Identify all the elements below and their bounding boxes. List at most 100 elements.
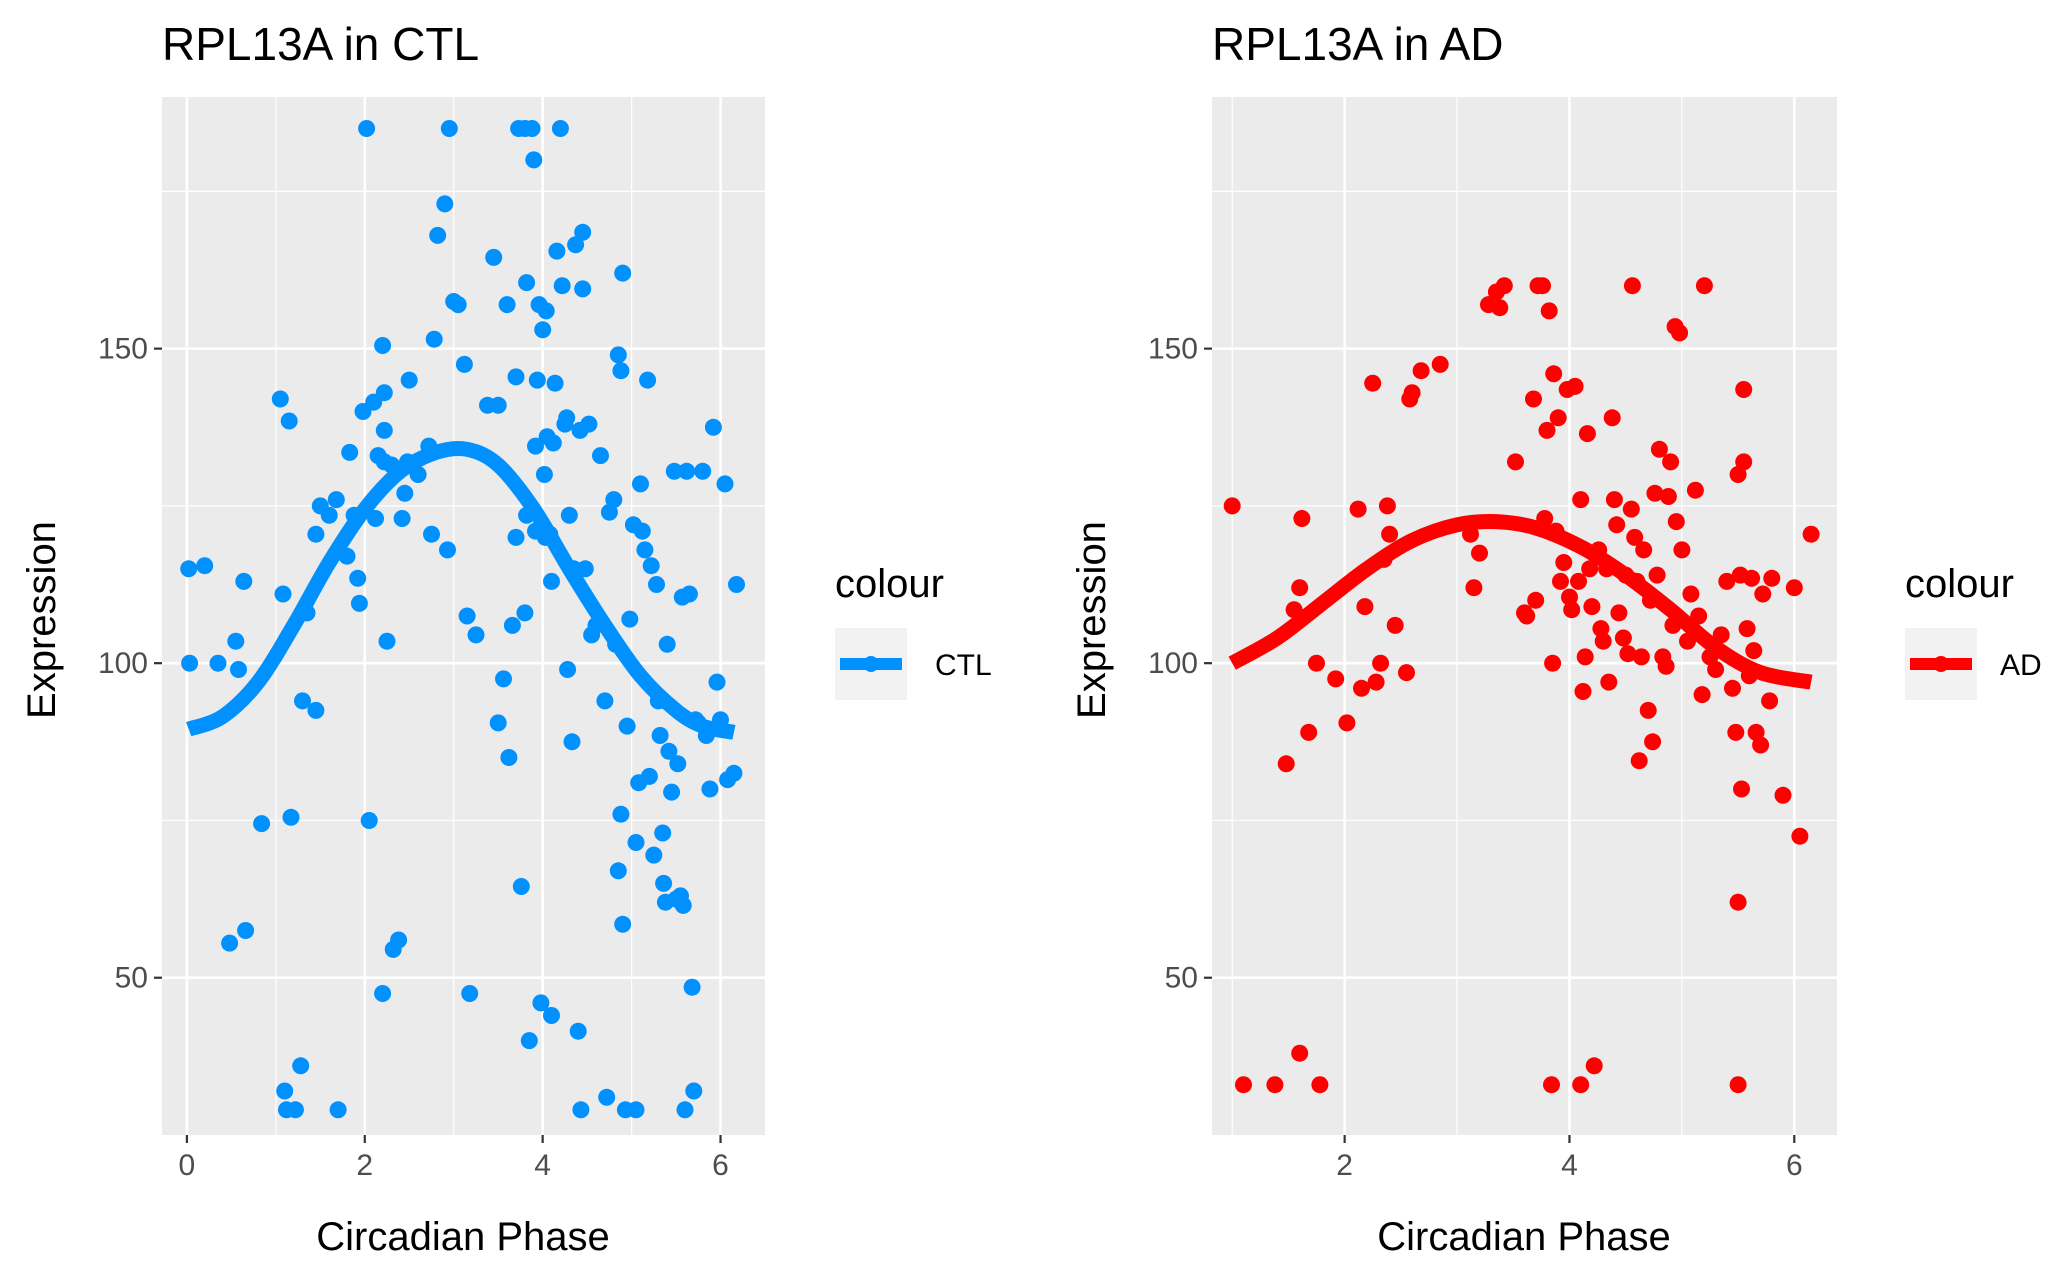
data-point bbox=[230, 661, 247, 678]
data-point bbox=[276, 1082, 294, 1100]
data-point bbox=[1566, 377, 1584, 395]
data-point bbox=[1791, 827, 1809, 845]
data-point bbox=[489, 396, 507, 414]
x-axis-title-ctl: Circadian Phase bbox=[316, 1215, 610, 1259]
data-point bbox=[1592, 620, 1610, 638]
data-point bbox=[636, 541, 654, 559]
data-point bbox=[546, 374, 564, 392]
data-point bbox=[1525, 390, 1542, 408]
data-point bbox=[1639, 701, 1657, 719]
data-point bbox=[1518, 607, 1536, 625]
data-point bbox=[665, 462, 683, 480]
data-point bbox=[1266, 1076, 1284, 1094]
x-axis-title-ad: Circadian Phase bbox=[1377, 1215, 1671, 1259]
data-point bbox=[1707, 661, 1725, 678]
data-point bbox=[1690, 607, 1708, 625]
data-point bbox=[1657, 657, 1675, 675]
data-point bbox=[532, 994, 550, 1012]
data-point bbox=[544, 434, 562, 452]
data-point bbox=[621, 610, 639, 628]
data-point bbox=[618, 717, 636, 735]
data-point bbox=[500, 749, 518, 766]
data-point bbox=[1738, 620, 1756, 638]
data-point bbox=[1572, 491, 1590, 509]
data-point bbox=[658, 635, 676, 653]
x-tick-label: 2 bbox=[356, 1149, 373, 1182]
data-point bbox=[1632, 648, 1650, 666]
data-point bbox=[209, 654, 227, 672]
data-point bbox=[553, 277, 571, 295]
data-point bbox=[1538, 421, 1556, 439]
data-point bbox=[627, 834, 645, 851]
data-point bbox=[1619, 645, 1637, 663]
data-point bbox=[612, 362, 630, 380]
data-point bbox=[1712, 626, 1730, 644]
legend-dot-ad bbox=[1933, 656, 1949, 672]
points-ad bbox=[1223, 277, 1820, 1094]
y-tick-label: 100 bbox=[1148, 647, 1198, 680]
data-point bbox=[449, 296, 467, 314]
data-point bbox=[1763, 569, 1781, 587]
data-point bbox=[674, 896, 692, 914]
y-axis-title-ctl: Expression bbox=[20, 521, 64, 719]
data-point bbox=[274, 585, 292, 603]
data-point bbox=[1785, 579, 1803, 597]
data-point bbox=[489, 714, 507, 732]
data-point bbox=[1291, 1044, 1309, 1062]
data-point bbox=[1471, 544, 1488, 562]
chart-title-ad: RPL13A in AD bbox=[1212, 18, 1504, 70]
data-point bbox=[181, 654, 199, 672]
data-point bbox=[543, 572, 560, 590]
data-point bbox=[282, 808, 300, 826]
data-point bbox=[1578, 425, 1596, 443]
data-point bbox=[1543, 1076, 1560, 1094]
data-point bbox=[507, 368, 525, 386]
data-point bbox=[640, 767, 658, 785]
data-point bbox=[559, 661, 577, 678]
data-point bbox=[1555, 554, 1573, 571]
data-point bbox=[467, 626, 485, 644]
data-point bbox=[329, 1101, 347, 1119]
data-point bbox=[627, 1101, 645, 1119]
y-tick-label: 50 bbox=[115, 962, 148, 995]
data-point bbox=[1673, 541, 1691, 559]
legend-ctl: colour CTL bbox=[835, 562, 992, 700]
data-point bbox=[1277, 755, 1295, 773]
data-point bbox=[271, 390, 289, 408]
axis-ticks-ad: 2 4 6 50 100 150 bbox=[1148, 333, 1803, 1182]
data-point bbox=[1293, 510, 1311, 527]
data-point bbox=[1644, 733, 1662, 751]
data-point bbox=[393, 510, 411, 527]
data-point bbox=[1235, 1076, 1252, 1094]
data-point bbox=[678, 462, 696, 480]
data-point bbox=[1576, 648, 1594, 666]
data-point bbox=[1735, 453, 1753, 471]
data-point bbox=[1581, 560, 1599, 578]
data-point bbox=[1563, 601, 1581, 619]
data-point bbox=[253, 815, 271, 833]
data-point bbox=[1381, 525, 1399, 543]
data-point bbox=[375, 384, 393, 402]
data-point bbox=[543, 1007, 560, 1024]
data-point bbox=[1610, 604, 1628, 622]
data-point bbox=[1308, 654, 1325, 672]
data-point bbox=[1650, 440, 1668, 458]
x-tick-label: 4 bbox=[1561, 1149, 1578, 1182]
data-point bbox=[1465, 579, 1483, 597]
data-point bbox=[400, 371, 418, 389]
data-point bbox=[429, 226, 447, 244]
data-point bbox=[592, 447, 609, 465]
data-point bbox=[639, 371, 657, 389]
data-point bbox=[669, 755, 687, 773]
data-point bbox=[1594, 632, 1612, 650]
data-point bbox=[1682, 585, 1700, 603]
y-tick-label: 100 bbox=[98, 647, 148, 680]
data-point bbox=[1623, 277, 1641, 295]
data-point bbox=[439, 541, 456, 559]
data-point bbox=[1733, 780, 1750, 798]
y-axis-title-ad: Expression bbox=[1070, 521, 1114, 719]
data-point bbox=[375, 421, 393, 439]
data-point bbox=[1574, 683, 1592, 700]
data-point bbox=[660, 742, 678, 760]
data-point bbox=[512, 878, 530, 895]
